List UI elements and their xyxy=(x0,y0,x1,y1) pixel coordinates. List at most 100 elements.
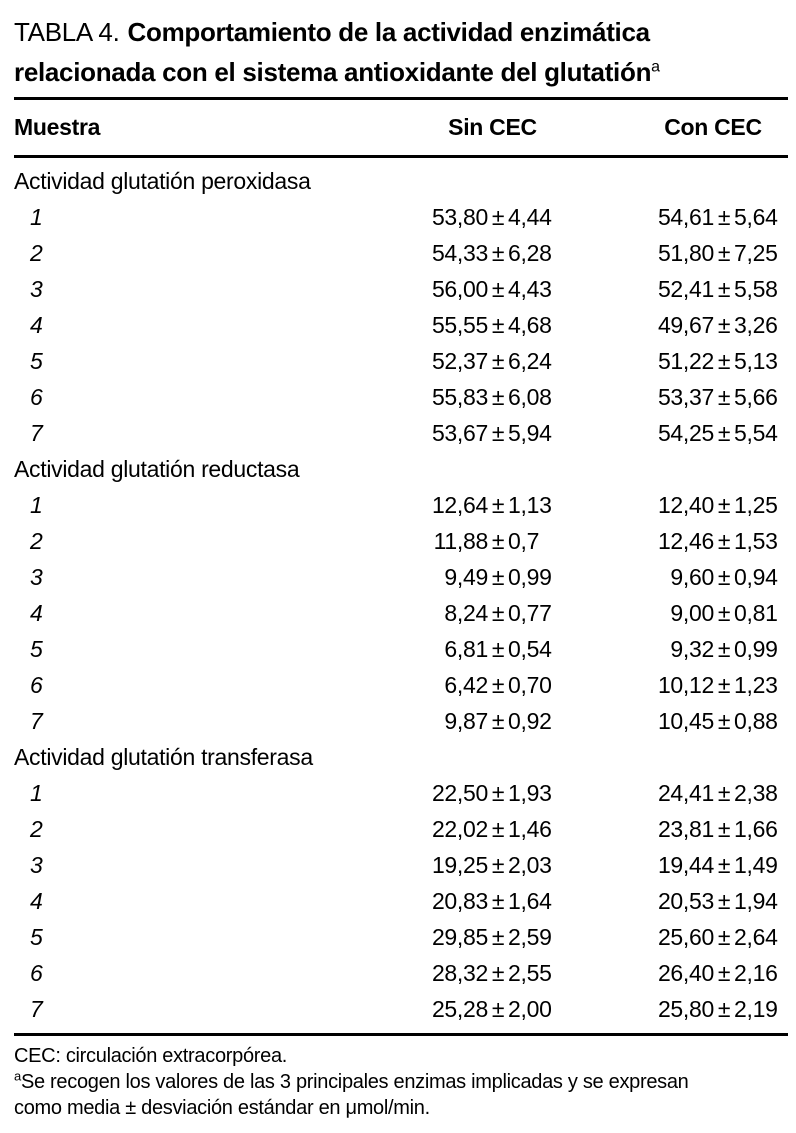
plus-minus-sign: ± xyxy=(717,276,731,302)
plus-minus-sign: ± xyxy=(491,672,505,698)
plus-minus-sign: ± xyxy=(491,204,505,230)
plus-minus-sign: ± xyxy=(717,564,731,590)
table-title: TABLA 4. Comportamiento de la actividad e… xyxy=(0,0,796,92)
con-cec-mean: 53,37 xyxy=(657,384,714,410)
sin-cec-sd: 5,94 xyxy=(508,420,552,446)
sample-number: 2 xyxy=(30,240,43,266)
sin-cec-mean: 20,83 xyxy=(431,888,488,914)
table-row: 4 8,24 ±0,77 9,00 ±0,81 xyxy=(14,595,796,631)
con-cec-mean: 23,81 xyxy=(657,816,714,842)
plus-minus-sign: ± xyxy=(717,636,731,662)
column-gap xyxy=(575,487,637,523)
column-gap xyxy=(575,883,637,919)
con-cec-sd: 2,64 xyxy=(734,924,778,950)
sin-cec-sd: 1,93 xyxy=(508,780,552,806)
sin-cec-mean: 22,50 xyxy=(431,780,488,806)
table-row: 7 53,67 ±5,94 54,25 ±5,54 xyxy=(14,415,796,451)
plus-minus-sign: ± xyxy=(491,384,505,410)
sin-cec-mean: 6,81 xyxy=(444,636,488,662)
sample-number: 5 xyxy=(30,348,43,374)
table-title-line1: Comportamiento de la actividad enzimátic… xyxy=(127,17,651,47)
plus-minus-sign: ± xyxy=(491,780,505,806)
con-cec-sd: 5,54 xyxy=(734,420,778,446)
con-cec-mean: 26,40 xyxy=(657,960,714,986)
sin-cec-mean: 9,87 xyxy=(444,708,488,734)
con-cec-sd: 5,64 xyxy=(734,204,778,230)
column-gap xyxy=(575,559,637,595)
plus-minus-sign: ± xyxy=(717,996,731,1022)
sample-number: 4 xyxy=(30,600,43,626)
sample-number: 7 xyxy=(30,996,43,1022)
plus-minus-sign: ± xyxy=(717,600,731,626)
plus-minus-sign: ± xyxy=(717,816,731,842)
plus-minus-sign: ± xyxy=(491,600,505,626)
sin-cec-sd: 6,08 xyxy=(508,384,552,410)
table-row: 3 56,00 ±4,43 52,41 ±5,58 xyxy=(14,271,796,307)
sin-cec-mean: 55,55 xyxy=(431,312,488,338)
plus-minus-sign: ± xyxy=(717,204,731,230)
abbreviation-note: CEC: circulación extracorpórea. xyxy=(14,1045,288,1067)
con-cec-sd: 1,23 xyxy=(734,672,778,698)
header-rule xyxy=(14,155,788,158)
column-header-muestra: Muestra xyxy=(14,114,101,140)
column-gap xyxy=(575,667,637,703)
sample-number: 4 xyxy=(30,888,43,914)
sin-cec-mean: 28,32 xyxy=(431,960,488,986)
plus-minus-sign: ± xyxy=(491,708,505,734)
column-gap xyxy=(575,955,637,991)
con-cec-mean: 54,25 xyxy=(657,420,714,446)
sin-cec-sd: 0,7 xyxy=(508,528,540,554)
con-cec-mean: 10,12 xyxy=(657,672,714,698)
sample-number: 4 xyxy=(30,312,43,338)
plus-minus-sign: ± xyxy=(491,852,505,878)
sample-number: 2 xyxy=(30,528,43,554)
table-row: 2 22,02 ±1,46 23,81 ±1,66 xyxy=(14,811,796,847)
sample-number: 3 xyxy=(30,852,43,878)
sample-number: 7 xyxy=(30,708,43,734)
plus-minus-sign: ± xyxy=(717,960,731,986)
plus-minus-sign: ± xyxy=(717,240,731,266)
column-gap xyxy=(575,271,637,307)
table-row: 7 9,87 ±0,92 10,45 ±0,88 xyxy=(14,703,796,739)
column-gap xyxy=(575,919,637,955)
sin-cec-sd: 4,68 xyxy=(508,312,552,338)
plus-minus-sign: ± xyxy=(717,888,731,914)
con-cec-mean: 9,00 xyxy=(670,600,714,626)
sin-cec-sd: 6,24 xyxy=(508,348,552,374)
column-gap xyxy=(575,235,637,271)
footnote-a-line1: Se recogen los valores de las 3 principa… xyxy=(20,1071,689,1093)
plus-minus-sign: ± xyxy=(717,384,731,410)
sin-cec-mean: 8,24 xyxy=(444,600,488,626)
column-gap xyxy=(575,811,637,847)
plus-minus-sign: ± xyxy=(491,888,505,914)
sin-cec-sd: 2,55 xyxy=(508,960,552,986)
column-header-sin-cec: Sin CEC xyxy=(448,114,537,140)
column-gap xyxy=(575,307,637,343)
table-row: 5 6,81 ±0,54 9,32 ±0,99 xyxy=(14,631,796,667)
sin-cec-mean: 52,37 xyxy=(431,348,488,374)
plus-minus-sign: ± xyxy=(717,780,731,806)
column-gap xyxy=(575,379,637,415)
table-title-line2: relacionada con el sistema antioxidante … xyxy=(14,57,652,87)
sin-cec-sd: 6,28 xyxy=(508,240,552,266)
con-cec-sd: 1,25 xyxy=(734,492,778,518)
sin-cec-mean: 55,83 xyxy=(431,384,488,410)
con-cec-mean: 12,40 xyxy=(657,492,714,518)
sin-cec-mean: 12,64 xyxy=(431,492,488,518)
sin-cec-mean: 56,00 xyxy=(431,276,488,302)
con-cec-sd: 0,99 xyxy=(734,636,778,662)
con-cec-sd: 3,26 xyxy=(734,312,778,338)
sin-cec-sd: 0,92 xyxy=(508,708,552,734)
sin-cec-mean: 6,42 xyxy=(444,672,488,698)
plus-minus-sign: ± xyxy=(717,924,731,950)
sample-number: 1 xyxy=(30,204,43,230)
sample-number: 2 xyxy=(30,816,43,842)
column-gap xyxy=(575,847,637,883)
sample-number: 5 xyxy=(30,924,43,950)
sin-cec-mean: 54,33 xyxy=(431,240,488,266)
column-gap xyxy=(575,991,637,1027)
con-cec-sd: 7,25 xyxy=(734,240,778,266)
plus-minus-sign: ± xyxy=(491,528,505,554)
sin-cec-sd: 0,54 xyxy=(508,636,552,662)
